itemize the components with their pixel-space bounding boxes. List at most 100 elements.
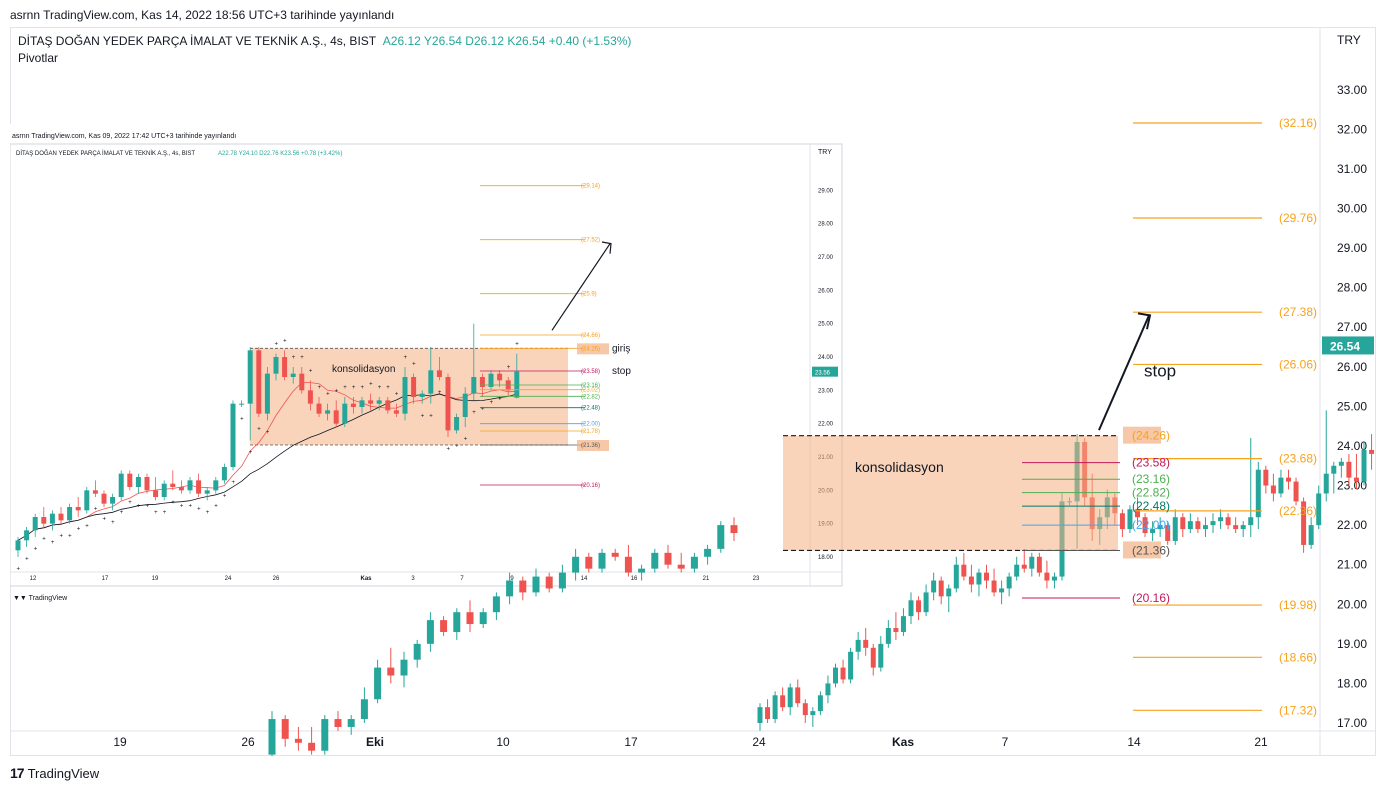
candle-body <box>239 403 245 405</box>
inset-sar-dot: + <box>404 355 408 361</box>
candle-body <box>991 580 997 593</box>
candle-body <box>110 497 116 504</box>
inset-pivot-label: (20.16) <box>581 483 600 489</box>
candle <box>968 564 974 593</box>
candle-body <box>825 683 831 696</box>
background-candle <box>717 521 725 553</box>
inset-candle <box>264 367 270 421</box>
inset-candle <box>376 397 382 411</box>
pivot-label-right: (23.68) <box>1279 452 1317 466</box>
inset-candle <box>282 350 288 381</box>
candle-body <box>400 659 408 676</box>
inset-time-tick-label: 16 <box>631 576 638 582</box>
inset-price-tick-label: 26.00 <box>818 288 834 294</box>
inset-pivot-label: (22.00) <box>581 422 600 428</box>
candle-body <box>161 483 167 497</box>
inset-candle <box>187 477 193 494</box>
candle-body <box>938 580 944 597</box>
inset-candle <box>359 397 365 414</box>
inset-last-price-tag <box>812 366 838 377</box>
candle-body <box>282 357 288 377</box>
candle-body <box>92 490 98 494</box>
time-tick-label: Eki <box>366 735 384 749</box>
candle-body <box>1021 564 1027 569</box>
inset-pivot-label: (22.82) <box>581 394 600 400</box>
inset-candle <box>230 400 236 471</box>
inset-sar-dot: + <box>60 533 64 539</box>
candle-body <box>419 393 425 397</box>
candle-body <box>101 493 107 504</box>
inset-time-tick-label: Kas <box>360 576 372 582</box>
inset-candle <box>135 473 141 494</box>
symbol-header: DİTAŞ DOĞAN YEDEK PARÇA İMALAT VE TEKNİK… <box>18 34 631 48</box>
candle <box>1353 453 1359 490</box>
inset-candle <box>49 510 55 531</box>
candle-body <box>497 373 503 381</box>
background-candle <box>545 572 553 593</box>
pivot-label-tag <box>1123 541 1161 559</box>
candle <box>1278 469 1284 498</box>
background-candle <box>413 639 421 668</box>
inset-tradingview-logo: ▼▼ TradingView <box>13 595 68 602</box>
inset-candle <box>239 400 245 407</box>
inset-sar-dot: + <box>352 385 356 391</box>
candle-body <box>454 417 460 431</box>
inset-sar-dot: + <box>283 338 287 344</box>
candle-body <box>765 707 771 720</box>
candle-body <box>213 480 219 491</box>
candle-body <box>453 612 461 632</box>
annotation-stop: stop <box>1144 362 1176 381</box>
inset-sar-dot: + <box>412 362 416 368</box>
candle-body <box>1150 529 1156 534</box>
candle-body <box>413 643 421 660</box>
inset-candle <box>67 503 73 524</box>
pivot-label-right: (18.66) <box>1279 650 1317 664</box>
candle <box>893 612 899 640</box>
candle-body <box>1006 576 1012 589</box>
inset-candle <box>24 527 30 547</box>
inset-time-tick-label: 3 <box>411 576 415 582</box>
inset-candle <box>325 403 331 421</box>
candle-body <box>1308 525 1314 545</box>
tradingview-logo-mark: 17 <box>10 765 25 781</box>
inset-price-tick-label: 27.00 <box>818 255 834 261</box>
candle <box>916 596 922 621</box>
pivot-label-right: (17.32) <box>1279 703 1317 717</box>
breakout-arrow-head <box>1137 312 1152 330</box>
candle-body <box>1361 449 1367 482</box>
inset-annotation-giris: giriş <box>612 343 630 354</box>
inset-candle <box>15 537 21 557</box>
inset-pivot-label: (21.78) <box>581 429 600 435</box>
candle-body <box>15 540 21 551</box>
candle-body <box>833 667 838 684</box>
main-chart[interactable]: TRY 33.00 32.00 31.00 30.00 29.00 28.00 27.00 26… <box>10 27 1376 756</box>
pivot-label-right: (32.16) <box>1279 116 1317 130</box>
candle-body <box>1202 525 1208 530</box>
inset-chart-border <box>10 143 843 587</box>
inset-candle <box>170 470 176 491</box>
candle <box>1240 521 1246 537</box>
candle-body <box>316 403 322 414</box>
candle-body <box>908 600 914 617</box>
candle <box>810 707 816 727</box>
candle-body <box>1263 469 1269 486</box>
candle-body <box>445 377 451 431</box>
inset-sar-dot: + <box>292 355 296 361</box>
background-candle <box>572 548 580 581</box>
candle-body <box>1323 473 1329 494</box>
candle-body <box>863 639 869 648</box>
inset-pivot-label: (23.58) <box>581 369 600 375</box>
candle <box>900 608 906 636</box>
candle-body <box>946 588 952 597</box>
tradingview-logo[interactable]: 17 TradingView <box>10 765 99 781</box>
candle-body <box>334 719 342 727</box>
candle-body <box>256 350 262 414</box>
candle-body <box>268 719 276 755</box>
candle <box>1202 517 1208 537</box>
candle-body <box>393 410 399 414</box>
inset-time-tick-label: 9 <box>510 576 514 582</box>
inset-sar-dot: + <box>232 480 236 486</box>
inset-sar-dot: + <box>163 510 167 516</box>
pivot-label-box: (21.36) <box>1132 543 1170 557</box>
indicator-label-pivots[interactable]: Pivotlar <box>18 51 59 65</box>
